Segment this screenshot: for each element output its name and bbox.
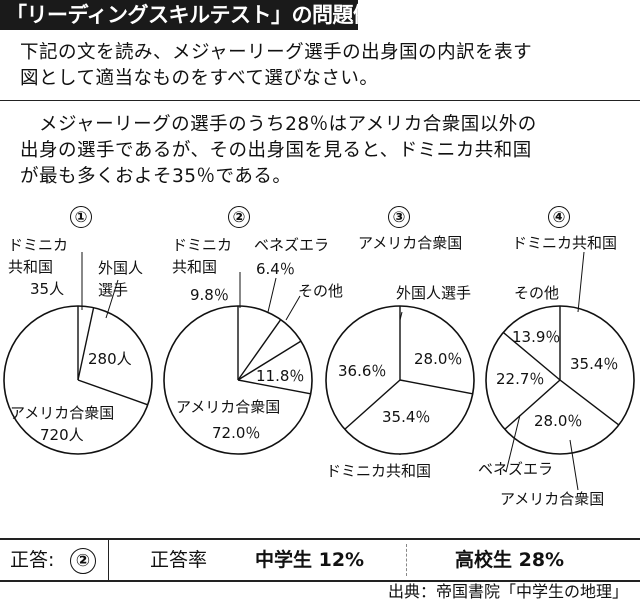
chart-4-dominican-label: ドミニカ共和国 xyxy=(512,234,618,252)
chart-3-foreign-value: 28.0％ xyxy=(414,350,463,368)
chart-2-dominican-label-2: 共和国 xyxy=(172,258,218,276)
divider xyxy=(0,100,640,101)
pie-charts-figure xyxy=(3,251,635,491)
chart-2-venezuela-label: ベネズエラ xyxy=(254,236,330,254)
leader-line-6 xyxy=(399,311,403,321)
pie-3-slice-3-edge xyxy=(344,379,401,430)
answer-row: 正答: ② 正答率 中学生 12% 高校生 28% xyxy=(0,538,640,582)
chart-1-number: ① xyxy=(70,206,92,228)
pie-2-slice-2-edge xyxy=(237,319,282,381)
rate-divider xyxy=(406,544,407,576)
chart-4-venezuela-value: 22.7％ xyxy=(496,370,545,388)
chart-3-left-value: 36.6％ xyxy=(338,362,387,380)
pie-2-slice-4-edge xyxy=(237,379,311,395)
chart-1-foreign-label-1: 外国人 xyxy=(98,259,144,277)
chart-2-other-label: その他 xyxy=(298,282,344,300)
chart-4-other-label: その他 xyxy=(514,284,560,302)
chart-3-dominican-label: ドミニカ共和国 xyxy=(326,462,432,480)
answer-label: 正答: xyxy=(10,549,55,571)
passage-line-3: が最も多くおよそ35％である。 xyxy=(20,166,292,187)
answer-divider xyxy=(108,540,109,580)
leader-line-10 xyxy=(569,439,579,491)
chart-1-dominican-label-2: 共和国 xyxy=(8,258,54,276)
question-line-2: 図として適当なものをすべて選びなさい。 xyxy=(20,68,379,89)
chart-1-foreign-label-2: 選手 xyxy=(98,281,129,299)
pie-4-slice-4-edge xyxy=(502,331,561,381)
chart-1-usa-label: アメリカ合衆国 xyxy=(10,404,115,422)
passage-line-1: メジャーリーグの選手のうち28％はアメリカ合衆国以外の xyxy=(20,114,537,135)
chart-1-dominican-label-1: ドミニカ xyxy=(8,236,69,254)
chart-2-number: ② xyxy=(228,206,250,228)
chart-4-usa-label: アメリカ合衆国 xyxy=(500,490,605,508)
high-school-rate: 高校生 28% xyxy=(455,549,565,571)
leader-line-9 xyxy=(505,414,521,473)
chart-4-dominican-value: 35.4％ xyxy=(570,355,619,373)
chart-4-venezuela-label: ベネズエラ xyxy=(478,460,554,478)
answer-value: ② xyxy=(70,547,96,574)
chart-4-number: ④ xyxy=(548,206,570,228)
leader-line-2 xyxy=(105,279,119,319)
pie-4-slice-3-edge xyxy=(504,379,561,430)
answer-rate-label: 正答率 xyxy=(150,549,208,571)
chart-2-dominican-label-1: ドミニカ xyxy=(172,236,233,254)
chart-4-usa-value: 28.0％ xyxy=(534,412,583,430)
chart-3-number: ③ xyxy=(388,206,410,228)
passage-line-2: 出身の選手であるが、その出身国を見ると、ドミニカ共和国 xyxy=(20,140,532,161)
chart-1-dominican-value: 35人 xyxy=(30,280,65,298)
source-citation: 出典：帝国書院「中学生の地理」 xyxy=(387,582,628,601)
pie-1-slice-2-edge xyxy=(77,307,95,381)
chart-2-venezuela-value: 6.4％ xyxy=(256,260,295,278)
chart-3-usa-label: アメリカ合衆国 xyxy=(358,234,463,252)
leader-line-4 xyxy=(267,277,277,313)
chart-3-foreign-label: 外国人選手 xyxy=(396,284,472,302)
pie-3-slice-2-edge xyxy=(399,379,473,395)
chart-1-foreign-value: 280人 xyxy=(88,350,132,368)
chart-2-usa-value: 72.0％ xyxy=(212,424,261,442)
chart-4-other-value: 13.9％ xyxy=(512,328,561,346)
chart-2-dominican-value: 9.8％ xyxy=(190,286,229,304)
page-title: 「リーディングスキルテスト」の問題例 xyxy=(0,0,374,30)
chart-2-other-value: 11.8％ xyxy=(256,367,305,385)
middle-school-rate: 中学生 12% xyxy=(255,549,365,571)
chart-2-usa-label: アメリカ合衆国 xyxy=(176,398,281,416)
chart-1-usa-value: 720人 xyxy=(40,426,84,444)
pie-4-slice-2-edge xyxy=(559,379,620,426)
pie-2-slice-3-edge xyxy=(237,340,302,381)
question-line-1: 下記の文を読み、メジャーリーグ選手の出身国の内訳を表す xyxy=(20,42,533,63)
leader-line-5 xyxy=(285,295,301,321)
chart-3-bottom-value: 35.4％ xyxy=(382,408,431,426)
leader-line-8 xyxy=(577,251,585,313)
pie-1-slice-3-edge xyxy=(77,379,148,406)
